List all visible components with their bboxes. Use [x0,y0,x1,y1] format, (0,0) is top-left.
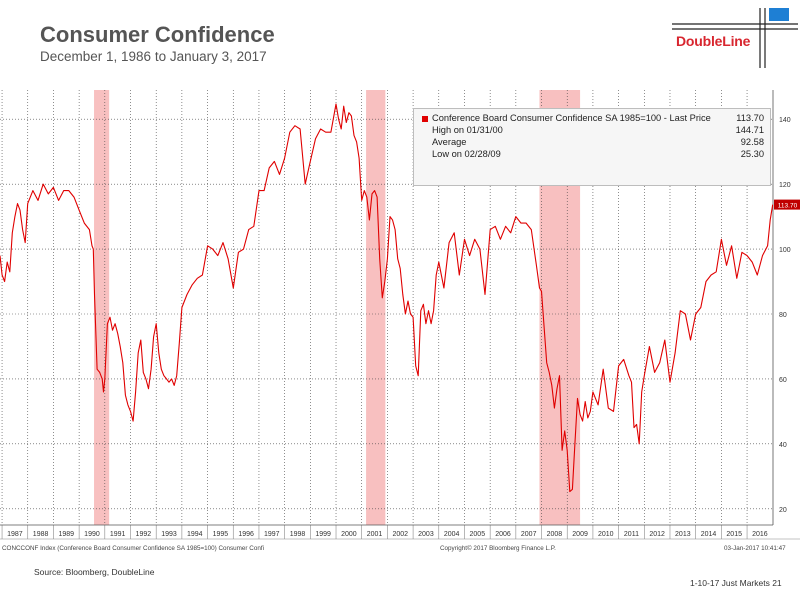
page-footer: 1-10-17 Just Markets 21 [690,578,782,588]
brand-logo-text: DoubleLine [676,33,751,49]
y-tick-label: 20 [779,507,787,514]
x-tick-label: 1990 [84,531,100,538]
last-price-tag [774,199,800,210]
series-color-icon [422,116,428,122]
page-subtitle: December 1, 1986 to January 3, 2017 [40,49,267,64]
page-title: Consumer Confidence [40,22,275,47]
legend-row-high: High on 01/31/00 144.71 [422,125,764,137]
legend-row-average: Average 92.58 [422,137,764,149]
legend-label: High on 01/31/00 [432,125,503,135]
y-tick-label: 140 [779,117,791,124]
x-tick-label: 2015 [726,531,742,538]
y-tick-label: 40 [779,442,787,449]
x-tick-label: 2010 [598,531,614,538]
x-tick-label: 2014 [701,531,717,538]
legend-label: Average [432,137,467,147]
legend-row-last-price: Conference Board Consumer Confidence SA … [422,113,764,125]
x-tick-label: 1995 [213,531,229,538]
x-tick-label: 1999 [315,531,331,538]
legend-box: Conference Board Consumer Confidence SA … [413,108,771,186]
x-tick-label: 1996 [238,531,254,538]
legend-value: 113.70 [736,113,764,123]
y-tick-label: 60 [779,377,787,384]
x-tick-label: 2006 [495,531,511,538]
x-tick-label: 2011 [624,531,639,538]
x-tick-label: 1993 [161,531,177,538]
x-tick-label: 2004 [444,531,460,538]
bloomberg-source-text: CONCCONF Index (Conference Board Consume… [2,545,264,552]
x-tick-label: 2003 [418,531,434,538]
x-tick-label: 2000 [341,531,357,538]
x-tick-label: 2013 [675,531,691,538]
x-tick-label: 2009 [572,531,588,538]
x-tick-label: 1991 [110,531,126,538]
last-price-label: 113.70 [778,203,798,210]
y-tick-label: 80 [779,312,787,319]
bloomberg-timestamp: 03-Jan-2017 10:41:47 [724,545,786,552]
bloomberg-copyright: Copyright© 2017 Bloomberg Finance L.P. [440,545,556,552]
x-tick-label: 1987 [7,531,23,538]
x-tick-label: 2008 [547,531,563,538]
source-note: Source: Bloomberg, DoubleLine [34,567,155,577]
x-tick-label: 1992 [136,531,152,538]
x-tick-label: 2007 [521,531,537,538]
brand-logo-mark [672,8,798,68]
legend-label: Conference Board Consumer Confidence SA … [432,113,711,123]
recession-band [94,90,110,525]
x-tick-label: 1998 [290,531,306,538]
y-tick-label: 120 [779,182,791,189]
x-tick-label: 2002 [392,531,408,538]
x-tick-label: 1994 [187,531,203,538]
y-tick-label: 100 [779,247,791,254]
x-tick-label: 2001 [367,531,383,538]
legend-row-low: Low on 02/28/09 25.30 [422,149,764,161]
x-tick-label: 1988 [33,531,49,538]
line-chart: 1987 1988 1989 1990 1991 1992 1993 1994 1995 1996… [0,90,800,540]
x-tick-label: 2012 [649,531,665,538]
series-line [0,103,774,493]
legend-value: 25.30 [740,149,764,159]
legend-value: 92.58 [740,137,764,147]
x-tick-label: 1989 [58,531,74,538]
x-tick-label: 1997 [264,531,280,538]
legend-label: Low on 02/28/09 [432,149,501,159]
legend-value: 144.71 [735,125,764,135]
x-tick-label: 2005 [470,531,486,538]
recession-band [366,90,386,525]
x-tick-label: 2016 [752,531,768,538]
